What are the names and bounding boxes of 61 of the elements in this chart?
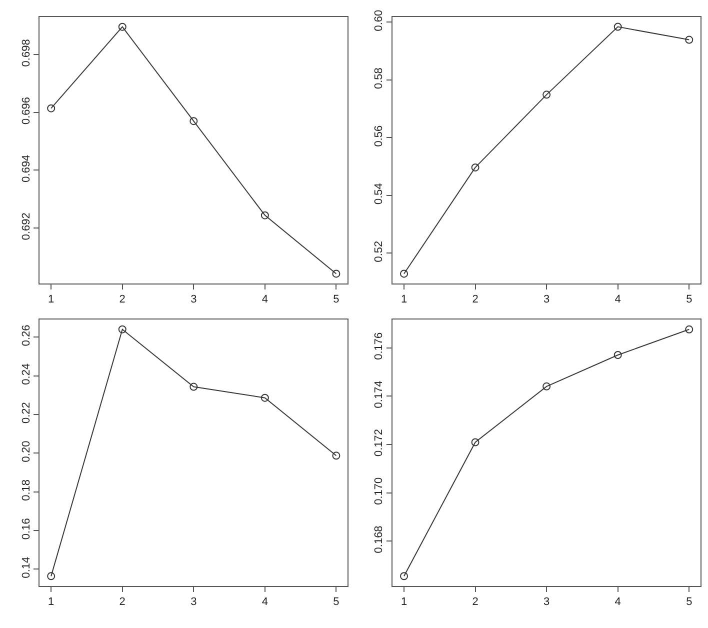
point [614,351,622,359]
point [332,452,340,460]
y-tick-label: 0.174 [373,380,386,408]
x-tick-label: 3 [544,596,550,608]
y-tick-label: 0.176 [373,332,386,360]
y-tick-label: 0.694 [20,154,32,182]
x-tick-label: 5 [333,294,340,306]
point [260,394,269,402]
x-tick-label: 3 [190,294,197,306]
y-tick-label: 0.698 [20,39,32,67]
y-tick-label: 0.60 [373,10,386,32]
point [400,572,408,580]
y-tick-label: 0.18 [20,479,32,501]
y-tick-label: 0.22 [20,402,32,424]
point [118,22,126,31]
x-tick-label: 5 [686,294,692,306]
x-tick-label: 2 [472,596,478,608]
x-tick-label: 4 [614,294,621,306]
y-tick-label: 0.692 [20,212,32,240]
y-tick-label: 0.16 [20,518,32,540]
x-tick-label: 4 [262,294,268,306]
point [542,382,551,390]
x-tick-label: 5 [686,596,692,608]
point [332,270,340,278]
point [471,163,480,172]
x-tick-label: 1 [48,294,54,306]
point [685,36,694,44]
point [685,325,694,334]
y-tick-label: 0.58 [373,68,386,90]
y-tick-label: 0.14 [20,556,32,578]
x-tick-label: 2 [119,596,126,608]
x-tick-label: 1 [48,596,54,608]
y-tick-label: 0.168 [373,526,386,554]
point [47,104,56,112]
point [471,438,480,446]
point [542,90,551,99]
y-tick-label: 0.20 [20,440,32,462]
x-tick-label: 1 [400,596,408,608]
x-tick-label: 3 [544,294,550,306]
y-tick-label: 0.52 [373,240,386,262]
point [614,22,622,31]
y-tick-label: 0.24 [20,363,32,385]
x-tick-label: 3 [190,596,197,608]
y-tick-label: 0.172 [373,429,386,457]
y-tick-label: 0.56 [373,125,386,147]
point [190,382,198,391]
x-tick-label: 2 [119,294,126,306]
point [47,572,56,580]
y-tick-label: 0.54 [373,183,386,205]
point [260,211,269,220]
y-tick-label: 0.26 [20,324,32,346]
point [400,270,408,278]
x-tick-label: 5 [333,596,340,608]
x-tick-label: 4 [614,596,621,608]
point [190,117,198,126]
x-tick-label: 2 [472,294,478,306]
y-tick-label: 0.170 [373,477,386,505]
x-tick-label: 1 [400,294,408,306]
x-tick-label: 4 [262,596,268,608]
point [118,325,126,334]
y-tick-label: 0.696 [20,96,32,125]
